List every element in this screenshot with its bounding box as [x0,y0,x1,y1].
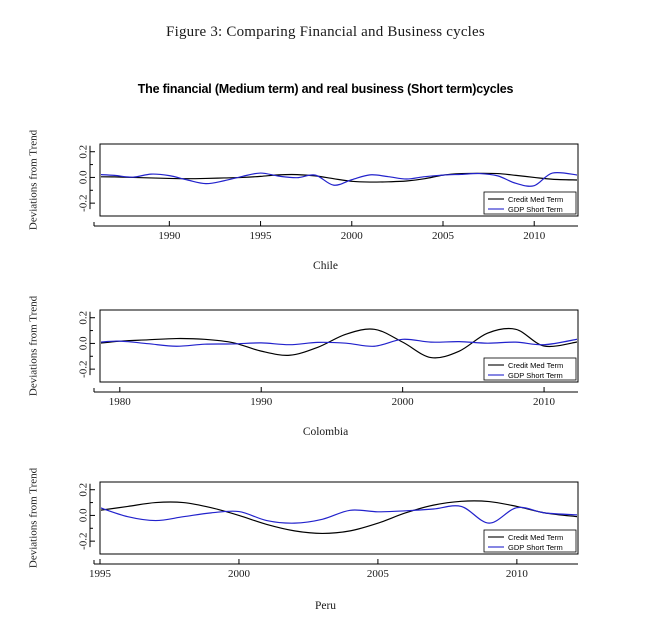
y-tick-label: 0.0 [78,170,90,184]
x-tick-label: 2010 [523,230,546,242]
x-tick-label: 2005 [367,568,390,580]
legend-label-gdp: GDP Short Term [508,543,563,552]
legend-label-credit: Credit Med Term [508,195,563,204]
x-tick-label: 2000 [392,396,415,408]
series-line-gdp [101,505,577,524]
y-axis-title: Deviations from Trend [28,295,40,396]
legend-label-gdp: GDP Short Term [508,371,563,380]
x-tick-label: 2000 [341,230,364,242]
chart-title: The financial (Medium term) and real bus… [137,82,514,96]
x-tick-label: 1995 [250,230,273,242]
x-tick-label: 2005 [432,230,455,242]
y-axis-title: Deviations from Trend [28,129,40,230]
plot-area-chile: 0.2 0.0 -0.2 Deviations from Trend 1990 1995 2… [28,129,579,242]
panel-colombia: 0.2 0.0 -0.2 Deviations from Trend 1980 1990 2… [0,284,651,424]
panel-caption-colombia: Colombia [302,426,349,438]
x-tick-label: 1995 [89,568,112,580]
plot-frame [99,481,579,555]
legend-label-credit: Credit Med Term [508,533,563,542]
x-tick-label: 1980 [109,396,132,408]
x-tick-label: 1990 [158,230,181,242]
y-axis-title: Deviations from Trend [28,467,40,568]
plot-frame [99,309,579,383]
legend-label-gdp: GDP Short Term [508,205,563,214]
series-line-credit [101,327,577,359]
series-line-gdp [101,171,577,187]
plot-frame [99,143,579,217]
series-line-gdp [101,338,577,347]
series-line-credit [101,500,577,535]
y-tick-label: 0.0 [78,336,90,350]
legend-box [483,191,577,215]
figure-caption: Figure 3: Comparing Financial and Busine… [166,24,485,40]
y-tick-label: 0.2 [78,145,90,159]
panel-peru: 0.2 0.0 -0.2 Deviations from Trend 1995 2000 2… [0,456,651,596]
y-tick-label: -0.2 [78,194,90,211]
x-tick-label: 2010 [533,396,556,408]
legend-box [483,357,577,381]
plot-area-colombia: 0.2 0.0 -0.2 Deviations from Trend 1980 1990 2… [28,295,579,408]
x-tick-label: 2000 [228,568,251,580]
y-tick-label: -0.2 [78,360,90,377]
x-tick-label: 2010 [506,568,529,580]
y-tick-label: 0.0 [78,508,90,522]
series-line-credit [101,172,577,183]
panel-chile: 0.2 0.0 -0.2 Deviations from Trend 1990 1995 2… [0,118,651,258]
y-tick-label: -0.2 [78,532,90,549]
y-tick-label: 0.2 [78,311,90,325]
panel-caption-peru: Peru [314,600,337,612]
legend-box [483,529,577,553]
x-tick-label: 1990 [250,396,273,408]
y-tick-label: 0.2 [78,483,90,497]
plot-area-peru: 0.2 0.0 -0.2 Deviations from Trend 1995 2000 2… [28,467,579,580]
panel-caption-chile: Chile [313,260,338,272]
legend-label-credit: Credit Med Term [508,361,563,370]
